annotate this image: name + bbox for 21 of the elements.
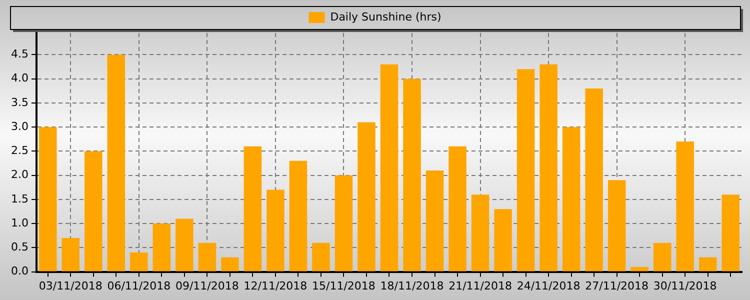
y-tick-label: 3.5 (10, 96, 28, 109)
x-tick-label: 30/11/2018 (653, 279, 717, 292)
x-tick-label: 03/11/2018 (38, 279, 102, 292)
y-tick-label: 2.5 (10, 144, 28, 158)
y-tick-label: 4.0 (10, 72, 28, 85)
x-tick-label: 09/11/2018 (175, 279, 239, 292)
x-tick-label: 12/11/2018 (244, 279, 308, 292)
legend-label: Daily Sunshine (hrs) (330, 10, 442, 24)
x-tick-label: 27/11/2018 (585, 279, 649, 292)
y-tick-label: 2.0 (10, 168, 28, 182)
x-tick-label: 18/11/2018 (380, 279, 444, 292)
x-tick-label: 24/11/2018 (516, 279, 580, 292)
y-tick-label: 3.0 (10, 120, 28, 133)
y-tick-label: 0.0 (10, 264, 28, 278)
x-tick-label: 21/11/2018 (448, 279, 512, 292)
y-tick-label: 1.5 (10, 192, 28, 206)
y-tick-label: 0.5 (10, 240, 28, 254)
y-tick-label: 4.5 (10, 48, 28, 61)
x-tick-label: 06/11/2018 (107, 279, 171, 292)
x-tick-label: 15/11/2018 (312, 279, 376, 292)
y-tick-label: 1.0 (10, 216, 28, 230)
